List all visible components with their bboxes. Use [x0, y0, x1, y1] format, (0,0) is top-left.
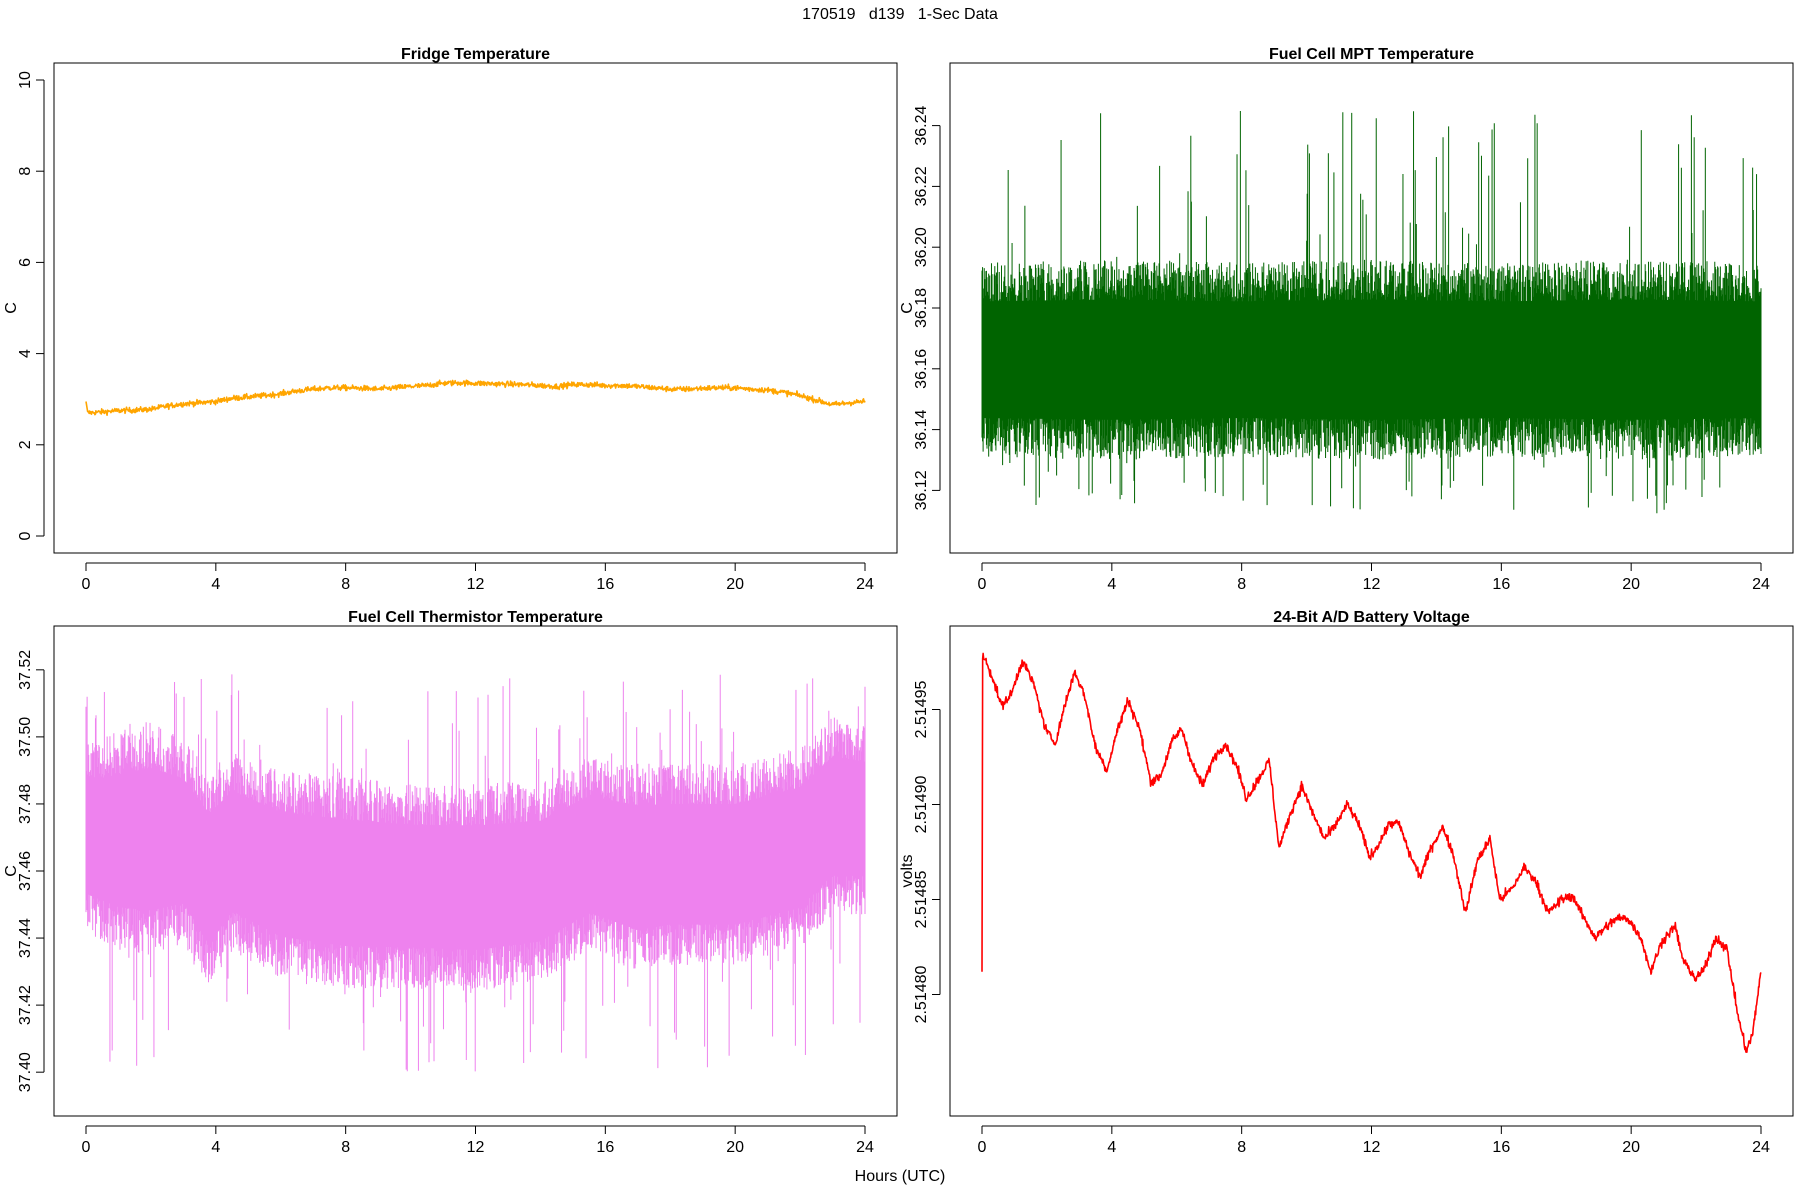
x-tick-label: 0	[978, 576, 987, 593]
x-tick-label: 16	[596, 576, 614, 593]
y-tick-label: 2.51490	[913, 775, 930, 833]
y-tick-label: 2.51495	[913, 680, 930, 738]
x-tick-label: 8	[1237, 576, 1246, 593]
y-tick-label: 36.20	[913, 227, 930, 267]
y-tick-label: 2	[17, 440, 34, 449]
y-tick-label: 8	[17, 167, 34, 176]
panel-title: Fuel Cell MPT Temperature	[1269, 46, 1474, 63]
y-tick-label: 36.24	[913, 105, 930, 145]
y-tick-label: 37.40	[17, 1052, 34, 1092]
series-band	[982, 299, 1761, 420]
y-tick-label: 2.51485	[913, 870, 930, 928]
y-tick-label: 36.12	[913, 470, 930, 510]
y-tick-label: 37.46	[17, 851, 34, 891]
x-tick-label: 4	[211, 576, 220, 593]
y-tick-label: 0	[17, 531, 34, 540]
y-tick-label: 36.16	[913, 349, 930, 389]
x-tick-label: 20	[1622, 1139, 1640, 1156]
y-axis-label: volts	[899, 855, 916, 888]
x-tick-label: 20	[1622, 576, 1640, 593]
x-tick-label: 24	[856, 1139, 874, 1156]
x-tick-label: 0	[82, 1139, 91, 1156]
x-tick-label: 8	[341, 576, 350, 593]
series-band	[86, 756, 865, 950]
y-tick-label: 37.44	[17, 918, 34, 958]
series-line	[85, 379, 866, 416]
x-tick-label: 16	[1492, 576, 1510, 593]
figure-title: 170519 d139 1-Sec Data	[802, 6, 998, 23]
x-tick-label: 8	[341, 1139, 350, 1156]
y-tick-label: 37.42	[17, 985, 34, 1025]
y-axis-label: C	[899, 302, 916, 314]
y-tick-label: 36.22	[913, 166, 930, 206]
x-tick-label: 12	[467, 576, 485, 593]
y-tick-label: 4	[17, 349, 34, 358]
y-tick-label: 36.18	[913, 288, 930, 328]
y-axis-label: C	[3, 302, 20, 314]
data-series	[981, 111, 1762, 514]
y-tick-label: 37.52	[17, 650, 34, 690]
x-tick-label: 20	[726, 1139, 744, 1156]
data-series	[981, 652, 1762, 1053]
x-tick-label: 24	[1752, 1139, 1770, 1156]
x-tick-label: 8	[1237, 1139, 1246, 1156]
panel-title: Fuel Cell Thermistor Temperature	[348, 609, 603, 626]
x-tick-label: 24	[856, 576, 874, 593]
x-tick-label: 12	[1363, 1139, 1381, 1156]
x-tick-label: 12	[467, 1139, 485, 1156]
x-tick-label: 4	[211, 1139, 220, 1156]
x-tick-label: 16	[1492, 1139, 1510, 1156]
x-tick-label: 20	[726, 576, 744, 593]
y-tick-label: 36.14	[913, 409, 930, 449]
plot-frame	[949, 62, 1794, 554]
x-tick-label: 12	[1363, 576, 1381, 593]
x-tick-label: 4	[1107, 1139, 1116, 1156]
y-axis-label: C	[3, 865, 20, 877]
x-tick-label: 0	[82, 576, 91, 593]
panel-title: Fridge Temperature	[401, 46, 550, 63]
plot-frame	[53, 625, 898, 1117]
x-tick-label: 24	[1752, 576, 1770, 593]
data-series	[85, 674, 866, 1072]
series-line	[981, 652, 1762, 1053]
x-tick-label: 4	[1107, 576, 1116, 593]
x-tick-label: 16	[596, 1139, 614, 1156]
y-tick-label: 37.50	[17, 717, 34, 757]
y-tick-label: 6	[17, 258, 34, 267]
panel-title: 24-Bit A/D Battery Voltage	[1273, 609, 1470, 626]
y-tick-label: 10	[17, 71, 34, 89]
plot-frame	[949, 625, 1794, 1117]
figure-x-axis-label: Hours (UTC)	[854, 1168, 946, 1185]
data-series	[85, 379, 866, 416]
y-tick-label: 2.51480	[913, 965, 930, 1023]
y-tick-label: 37.48	[17, 784, 34, 824]
plot-frame	[53, 62, 898, 554]
x-tick-label: 0	[978, 1139, 987, 1156]
